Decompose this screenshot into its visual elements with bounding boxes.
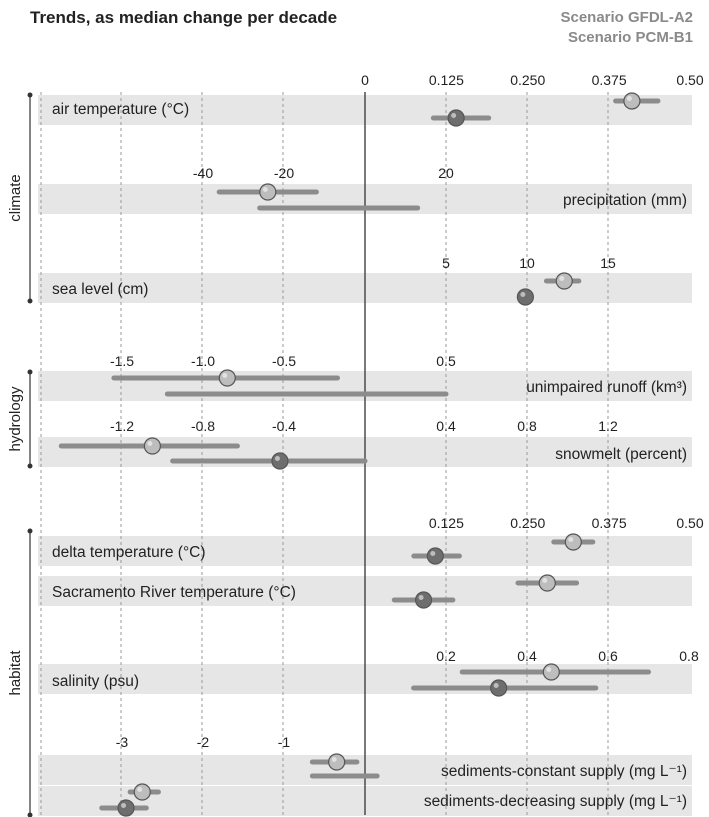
- tick-label-runoff-3: 0.5: [436, 353, 456, 369]
- median-dot-highlight-b1-7: [493, 683, 499, 688]
- tick-label-temp-0: 0: [361, 72, 369, 88]
- median-dot-b1-4: [271, 452, 289, 470]
- variable-label-4: snowmelt (percent): [555, 446, 687, 463]
- median-dot-a2-7: [542, 663, 560, 681]
- tick-label-precip-0: -40: [193, 165, 213, 181]
- tick-label-snowmelt-4: 0.8: [517, 418, 537, 434]
- tick-label-sealevel-2: 15: [600, 255, 616, 271]
- median-dot-highlight-a2-9: [137, 787, 143, 792]
- tick-label-temp-1: 0.125: [429, 72, 464, 88]
- median-dot-a2-4: [143, 437, 161, 455]
- tick-label-salinity-1: 0.4: [517, 648, 537, 664]
- median-dot-highlight-b1-6: [418, 595, 424, 600]
- median-dot-highlight-b1-5: [430, 551, 436, 556]
- median-dot-b1-0: [447, 109, 465, 127]
- variable-label-0: air temperature (°C): [52, 101, 189, 118]
- median-dot-b1-9: [117, 799, 135, 817]
- tick-label-runoff-2: -0.5: [272, 353, 296, 369]
- median-dot-b1-6: [414, 591, 433, 609]
- tick-label-snowmelt-1: -0.8: [191, 418, 215, 434]
- chart-title: Trends, as median change per decade: [30, 8, 338, 27]
- tick-labels: 0 0.125 0.250 0.375 0.50 -40 -20 20 5 10 15 -1.5 -1.…: [110, 72, 704, 750]
- tick-label-habitat_temp-1: 0.250: [510, 515, 545, 531]
- median-dot-highlight-a2-1: [262, 187, 268, 192]
- group-bracket-end-hydrology-1: [27, 463, 33, 469]
- group-bracket-end-climate-0: [27, 92, 33, 98]
- tick-label-sediment-0: -3: [116, 734, 129, 750]
- tick-label-precip-1: -20: [274, 165, 294, 181]
- median-dot-a2-9: [133, 783, 151, 801]
- variable-label-5: delta temperature (°C): [52, 544, 206, 561]
- variable-label-2: sea level (cm): [52, 281, 148, 298]
- tick-label-snowmelt-3: 0.4: [436, 418, 456, 434]
- tick-label-temp-4: 0.50: [676, 72, 703, 88]
- tick-label-habitat_temp-2: 0.375: [592, 515, 627, 531]
- group-label-habitat: habitat: [7, 650, 24, 696]
- median-dot-highlight-b1-4: [274, 456, 280, 461]
- tick-label-snowmelt-0: -1.2: [110, 418, 134, 434]
- tick-label-salinity-3: 0.8: [679, 648, 699, 664]
- variable-labels: air temperature (°C) precipitation (mm) se…: [52, 101, 687, 810]
- median-dot-a2-8: [328, 753, 346, 771]
- median-dot-highlight-a2-2: [559, 276, 565, 281]
- variable-label-9: sediments-decreasing supply (mg L⁻¹): [424, 793, 687, 810]
- tick-label-salinity-2: 0.6: [598, 648, 618, 664]
- median-dot-a2-3: [218, 369, 236, 387]
- median-dot-highlight-a2-4: [147, 441, 153, 446]
- median-dot-b1-2: [516, 288, 534, 306]
- median-dot-a2-5: [564, 533, 582, 551]
- tick-label-runoff-0: -1.5: [110, 353, 134, 369]
- median-dot-highlight-a2-5: [568, 537, 574, 542]
- median-dot-highlight-a2-6: [542, 578, 548, 583]
- tick-label-sediment-1: -2: [197, 734, 210, 750]
- legend: Scenario GFDL-A2 Scenario PCM-B1: [560, 8, 693, 48]
- tick-label-precip-2: 20: [438, 165, 454, 181]
- group-label-hydrology: hydrology: [7, 386, 24, 452]
- median-dot-highlight-a2-8: [331, 757, 337, 762]
- group-bracket-end-habitat-0: [27, 528, 33, 534]
- tick-label-salinity-0: 0.2: [436, 648, 456, 664]
- legend-entry-a2: Scenario GFDL-A2: [560, 9, 693, 26]
- variable-label-3: unimpaired runoff (km³): [526, 379, 687, 396]
- median-dot-a2-0: [623, 92, 641, 110]
- variable-label-6: Sacramento River temperature (°C): [52, 584, 296, 601]
- median-dot-a2-6: [538, 574, 556, 592]
- median-dot-a2-1: [259, 183, 277, 201]
- median-dot-highlight-a2-3: [222, 373, 228, 378]
- legend-entry-b1: Scenario PCM-B1: [567, 29, 693, 46]
- tick-label-temp-3: 0.375: [592, 72, 627, 88]
- tick-label-habitat_temp-0: 0.125: [429, 515, 464, 531]
- tick-label-sediment-2: -1: [278, 734, 291, 750]
- median-dot-highlight-b1-0: [451, 113, 457, 118]
- tick-label-snowmelt-5: 1.2: [598, 418, 618, 434]
- tick-label-habitat_temp-3: 0.50: [676, 515, 703, 531]
- median-dot-a2-2: [555, 272, 573, 290]
- variable-label-8: sediments-constant supply (mg L⁻¹): [441, 763, 687, 780]
- group-bracket-end-habitat-1: [27, 812, 33, 817]
- tick-label-snowmelt-2: -0.4: [272, 418, 296, 434]
- median-dot-highlight-b1-9: [121, 803, 127, 808]
- group-brackets: climate hydrology habitat: [7, 92, 33, 817]
- tick-label-temp-2: 0.250: [510, 72, 545, 88]
- data-marks: [58, 92, 661, 817]
- tick-label-sealevel-1: 10: [519, 255, 535, 271]
- median-dot-highlight-b1-2: [520, 292, 526, 297]
- median-dot-b1-7: [490, 679, 508, 697]
- group-label-climate: climate: [7, 174, 24, 222]
- median-dot-highlight-a2-0: [626, 96, 632, 101]
- median-dot-b1-5: [426, 547, 444, 565]
- variable-label-7: salinity (psu): [52, 673, 139, 690]
- variable-label-1: precipitation (mm): [563, 192, 687, 209]
- gridlines: [40, 92, 609, 815]
- median-dot-highlight-a2-7: [546, 667, 552, 672]
- group-bracket-end-climate-1: [27, 298, 33, 304]
- tick-label-runoff-1: -1.0: [191, 353, 215, 369]
- tick-label-sealevel-0: 5: [442, 255, 450, 271]
- group-bracket-end-hydrology-0: [27, 369, 33, 375]
